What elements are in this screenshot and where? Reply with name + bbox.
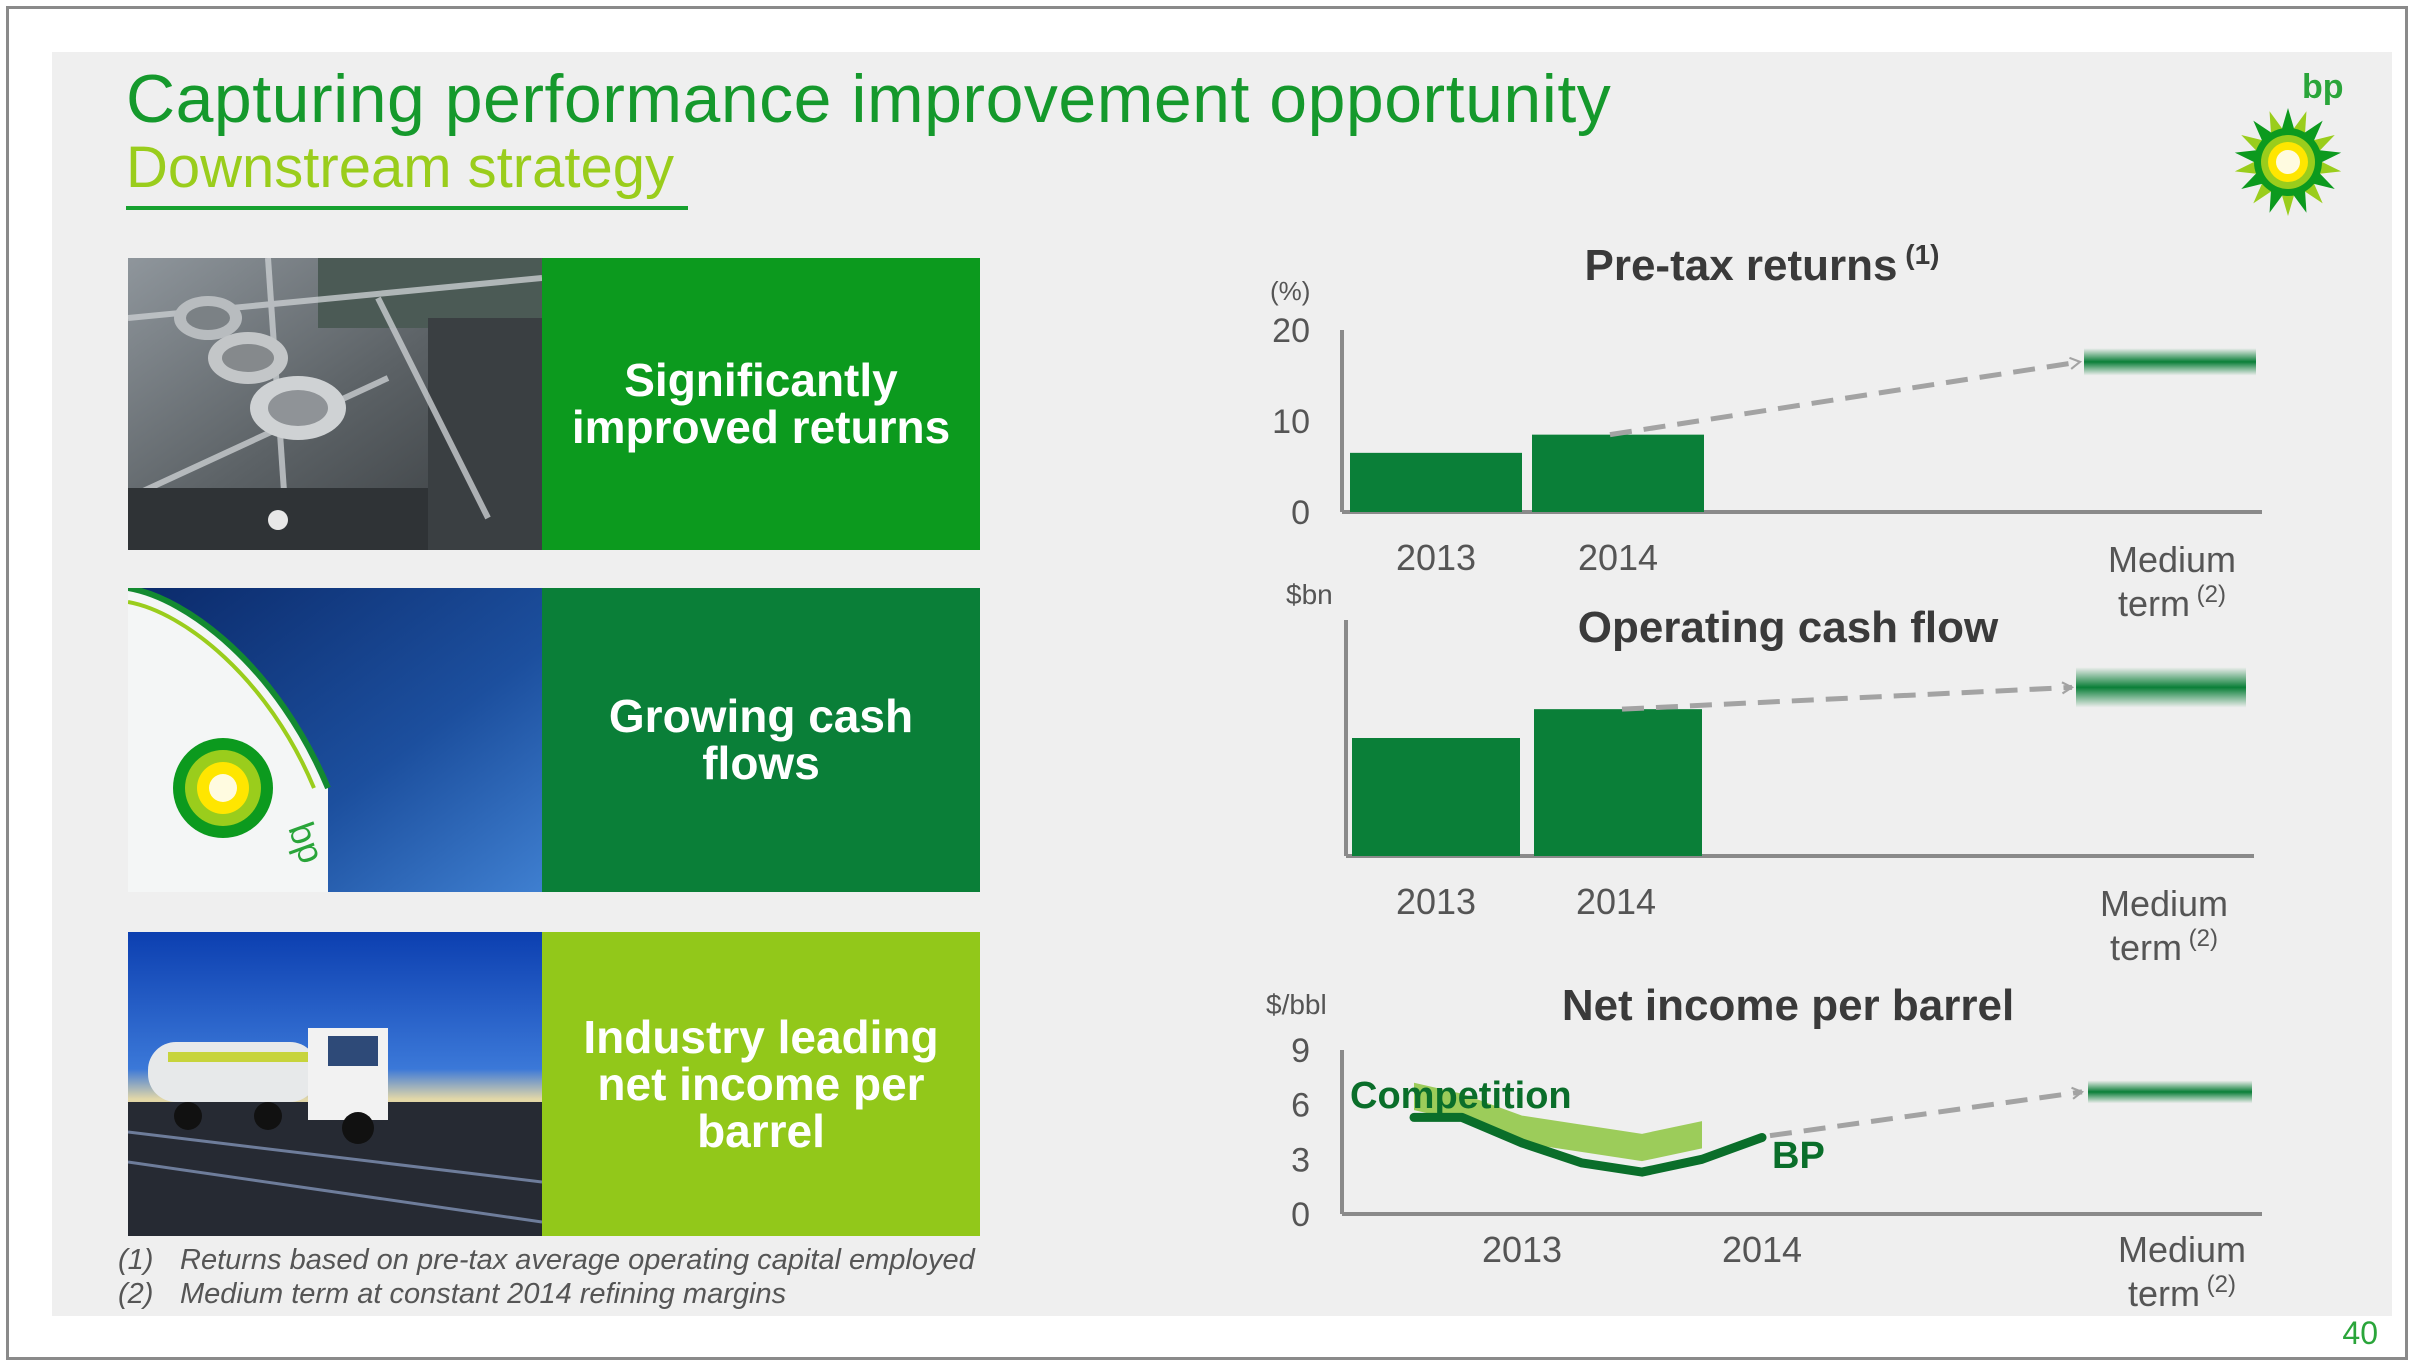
xtick-pretax-medium-line1: Medium <box>2108 539 2236 580</box>
trend-arrow-cashflow <box>1621 681 2075 712</box>
xtick-netincome-2014: 2014 <box>1722 1229 1802 1270</box>
xtick-pretax-2013: 2013 <box>1396 537 1476 578</box>
chart-unit-pretax-returns: (%) <box>1270 276 1310 306</box>
ytick-netincome-9: 9 <box>1291 1032 1310 1070</box>
panel-label-improved-returns: Significantly improved returns <box>542 258 980 550</box>
footnote-2-number: (2) <box>118 1278 154 1310</box>
series-label-competition: Competition <box>1350 1075 1572 1117</box>
bar-cashflow-2014 <box>1534 709 1702 856</box>
bar-cashflow-2013 <box>1352 738 1520 856</box>
target-band-pretax <box>2084 348 2256 376</box>
chart-title-pretax-returns: Pre-tax returns (1) <box>1584 239 1939 290</box>
target-band-cashflow <box>2076 667 2246 708</box>
series-competition <box>1414 1082 1702 1162</box>
xtick-netincome-medium-line1: Medium <box>2118 1229 2246 1270</box>
chart-unit-net-income: $/bbl <box>1266 989 1327 1020</box>
xtick-cashflow-2014: 2014 <box>1576 881 1656 922</box>
bp-logo-text: bp <box>2302 68 2344 106</box>
chart-title-net-income: Net income per barrel <box>1562 981 2014 1030</box>
ytick-pretax-10: 10 <box>1272 403 1310 441</box>
bar-pretax-2013 <box>1350 452 1522 512</box>
fuel-tanker-truck-photo <box>128 932 542 1236</box>
bar-pretax-2014 <box>1532 434 1704 512</box>
xtick-cashflow-medium-line2: term (2) <box>2110 925 2218 968</box>
chart-title-operating-cash-flow: Operating cash flow <box>1578 603 1999 652</box>
series-bp <box>1409 1112 1767 1177</box>
target-band-netincome <box>2088 1080 2252 1104</box>
trend-arrow-netincome <box>1769 1086 2085 1139</box>
xtick-netincome-medium-line2: term (2) <box>2128 1271 2236 1314</box>
bp-helios-logo: bp <box>2234 68 2344 216</box>
series-label-bp: BP <box>1772 1135 1825 1177</box>
slide-subtitle: Downstream strategy <box>126 135 674 200</box>
footnote-1-text: Returns based on pre-tax average operati… <box>180 1244 975 1276</box>
panel-label-net-income: Industry leading net income per barrel <box>542 932 980 1236</box>
xtick-cashflow-medium-line1: Medium <box>2100 883 2228 924</box>
xtick-pretax-2014: 2014 <box>1578 537 1658 578</box>
ytick-netincome-6: 6 <box>1291 1087 1310 1125</box>
panel-improved-returns: Significantly improved returns <box>128 258 980 550</box>
panel-cash-flows: bp Growing cash flows <box>128 588 980 892</box>
ytick-netincome-0: 0 <box>1291 1196 1310 1234</box>
refinery-plant-photo <box>128 258 542 550</box>
ytick-pretax-0: 0 <box>1291 494 1310 532</box>
slide-title: Capturing performance improvement opport… <box>126 61 1612 137</box>
chart-unit-operating-cash-flow: $bn <box>1286 579 1333 610</box>
footnote-2-text: Medium term at constant 2014 refining ma… <box>180 1278 787 1310</box>
bp-storage-tank-photo: bp <box>128 588 542 892</box>
panel-label-cash-flows: Growing cash flows <box>542 588 980 892</box>
subtitle-underline <box>126 206 688 210</box>
panel-net-income: Industry leading net income per barrel <box>128 932 980 1236</box>
footnote-1: (1) Returns based on pre-tax average oper… <box>118 1244 975 1277</box>
xtick-netincome-2013: 2013 <box>1482 1229 1562 1270</box>
ytick-netincome-3: 3 <box>1291 1141 1310 1179</box>
page-number: 40 <box>2342 1315 2378 1351</box>
xtick-cashflow-2013: 2013 <box>1396 881 1476 922</box>
ytick-pretax-20: 20 <box>1272 312 1310 350</box>
footnote-2: (2) Medium term at constant 2014 refining… <box>118 1278 786 1311</box>
xtick-pretax-medium-line2: term (2) <box>2118 581 2226 624</box>
footnote-1-number: (1) <box>118 1244 154 1276</box>
trend-arrow-pretax <box>1609 356 2083 438</box>
